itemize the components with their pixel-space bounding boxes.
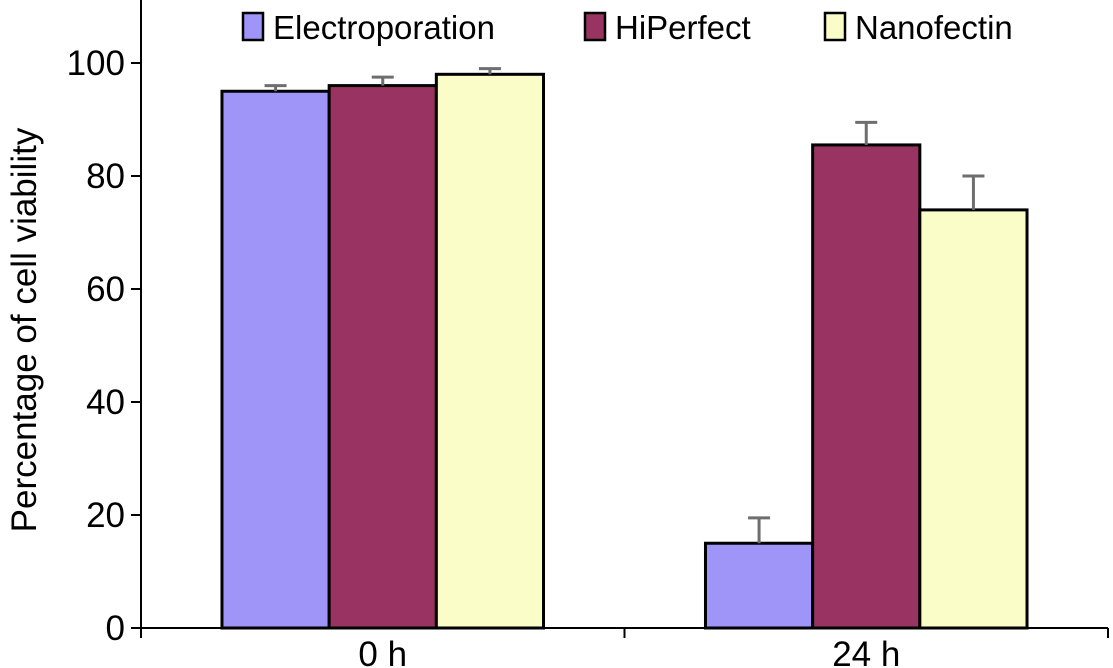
x-tick-label: 24 h [832,635,900,668]
bar [220,89,331,630]
bar [434,72,546,630]
bars [220,72,1029,630]
y-tick-label: 100 [67,44,125,83]
y-axis-title: Percentage of cell viability [5,127,44,532]
y-tick-label: 60 [86,270,125,309]
y-tick-label: 40 [86,383,125,422]
legend-label: HiPerfect [615,9,751,46]
y-tick-label: 0 [106,609,125,648]
legend-swatch [241,11,265,42]
x-tick-label: 0 h [358,635,407,668]
x-axis: 0 h 24 h [140,627,1109,668]
bar [703,541,815,630]
y-axis: 0 20 40 60 80 100 [67,0,142,648]
y-tick-label: 20 [86,496,125,535]
legend-swatch [583,11,607,42]
legend-swatch [823,11,847,42]
bar [811,143,922,630]
y-tick-label: 80 [86,157,125,196]
error-bars [264,67,985,544]
bar [918,208,1029,630]
bar [327,84,438,630]
legend-label: Nanofectin [855,9,1013,46]
legend: Electroporation HiPerfect Nanofectin [241,9,1013,46]
legend-label: Electroporation [273,9,495,46]
